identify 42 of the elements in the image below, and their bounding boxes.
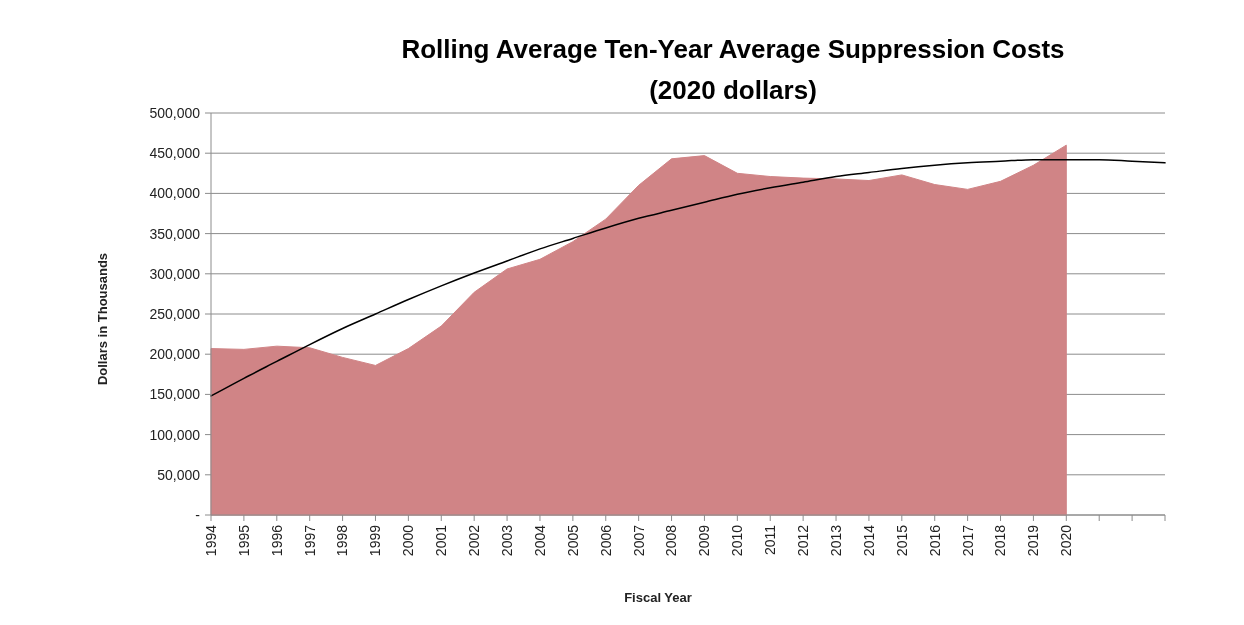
x-tick-label: 2014: [860, 524, 877, 557]
x-tick-label: 2005: [564, 524, 581, 557]
x-axis-title: Fiscal Year: [624, 590, 692, 605]
x-tick-label: 2015: [893, 524, 910, 557]
y-tick-label: 100,000: [149, 426, 201, 443]
y-tick-label: 500,000: [149, 104, 201, 121]
x-tick-label: 2013: [827, 524, 844, 557]
x-tick-label: 1996: [268, 524, 285, 557]
y-tick-label: 150,000: [149, 386, 201, 403]
x-tick-label: 1997: [301, 524, 318, 557]
x-tick-label: 2018: [992, 524, 1009, 557]
x-tick-label: 2003: [498, 524, 515, 557]
x-tick-label: 2019: [1025, 524, 1042, 557]
x-tick-label: 2000: [400, 524, 417, 557]
x-tick-label: 2001: [433, 524, 450, 557]
x-tick-label: 2020: [1058, 524, 1075, 557]
x-tick-label: 1994: [202, 524, 219, 557]
x-tick-label: 1995: [235, 524, 252, 557]
chart-title: Rolling Average Ten-Year Average Suppression Costs: [401, 34, 1065, 64]
y-tick-label: -: [195, 506, 201, 523]
x-tick-label: 1998: [334, 524, 351, 557]
y-tick-label: 350,000: [149, 225, 201, 242]
x-tick-label: 1999: [367, 524, 384, 557]
x-tick-label: 2007: [630, 524, 647, 557]
y-tick-label: 200,000: [149, 346, 201, 363]
x-tick-label: 2008: [663, 524, 680, 557]
y-tick-label: 300,000: [149, 265, 201, 282]
x-tick-label: 2009: [696, 524, 713, 557]
x-tick-label: 2011: [762, 524, 779, 556]
x-tick-label: 2010: [729, 524, 746, 557]
x-tick-label: 2004: [531, 524, 548, 557]
x-tick-label: 2002: [466, 524, 483, 557]
x-tick-label: 2016: [926, 524, 943, 557]
y-tick-label: 50,000: [157, 466, 201, 483]
chart-subtitle: (2020 dollars): [649, 75, 817, 105]
y-tick-label: 250,000: [149, 305, 201, 322]
y-tick-label: 450,000: [149, 145, 201, 162]
y-axis-title: Dollars in Thousands: [95, 252, 110, 386]
x-tick-label: 2006: [597, 524, 614, 557]
x-tick-label: 2012: [795, 524, 812, 557]
x-tick-label: 2017: [959, 524, 976, 557]
y-tick-label: 400,000: [149, 185, 201, 202]
